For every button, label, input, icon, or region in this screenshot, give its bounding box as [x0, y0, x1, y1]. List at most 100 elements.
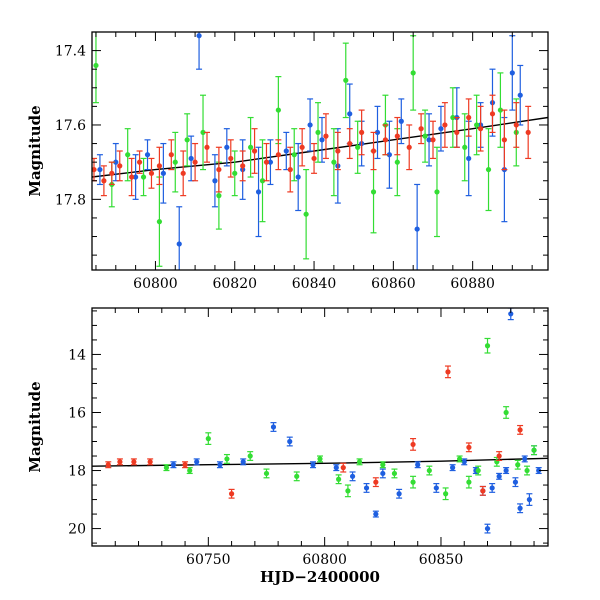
bottom-data-point [105, 462, 111, 468]
top-data-point [129, 174, 135, 180]
top-data-point [125, 152, 131, 158]
bottom-data-point [247, 453, 253, 459]
bottom-data-point [536, 467, 542, 474]
top-data-point [394, 159, 400, 165]
top-data-point [410, 70, 416, 76]
bottom-data-point [450, 465, 456, 471]
top-data-point [374, 129, 381, 136]
top-panel: 60800 60820 60840 60860 60880 17.4 17.6 17.8 Ma… [26, 31, 549, 292]
bottom-data-point [147, 459, 153, 465]
top-data-point [398, 118, 404, 124]
top-data-point [275, 107, 281, 113]
top-data-point [323, 133, 329, 139]
bottom-data-point [503, 467, 509, 474]
bottom-data-point [484, 525, 491, 532]
bottom-data-point [433, 485, 439, 491]
bottom-data-point [287, 438, 293, 445]
top-data-point [251, 148, 258, 154]
bottom-data-point [380, 470, 386, 477]
top-data-point [200, 129, 206, 136]
top-data-point [144, 152, 151, 158]
bottom-x-tick-label: 60850 [419, 552, 464, 568]
top-data-point [255, 189, 262, 195]
top-data-point [462, 144, 468, 150]
bottom-y-tick-label: 18 [68, 464, 86, 480]
top-y-tick-label: 17.6 [55, 118, 86, 134]
bottom-trend-line [92, 457, 548, 467]
top-data-point [497, 107, 504, 113]
top-series-3 [92, 94, 532, 197]
top-data-point [232, 170, 238, 176]
bottom-data-point [517, 505, 523, 511]
bottom-data-point [240, 459, 246, 465]
top-data-point [267, 159, 274, 165]
bottom-data-point [131, 459, 137, 465]
bottom-data-point [489, 485, 495, 491]
top-series-1 [96, 32, 524, 270]
bottom-data-point [373, 511, 379, 517]
top-data-point [148, 170, 155, 176]
top-plot-frame [91, 31, 549, 271]
top-data-point [434, 189, 440, 195]
bottom-data-point [443, 491, 449, 497]
top-data-point [140, 174, 147, 180]
top-data-point [180, 170, 186, 176]
top-data-point [168, 152, 174, 158]
bottom-data-point [356, 459, 363, 465]
top-data-point [517, 92, 523, 98]
top-data-point [184, 137, 190, 143]
bottom-data-point [363, 485, 370, 491]
bottom-data-point [410, 441, 416, 448]
top-data-point [319, 137, 325, 143]
bottom-data-point [349, 473, 356, 479]
top-data-point [485, 166, 492, 173]
top-data-point [172, 159, 178, 165]
top-data-point [259, 178, 266, 184]
top-data-point [192, 159, 198, 165]
bottom-data-point [380, 462, 386, 468]
bottom-data-point [340, 465, 346, 471]
bottom-data-point [217, 462, 223, 468]
top-data-point [489, 111, 496, 117]
bottom-data-point [163, 465, 170, 471]
top-data-point [109, 170, 115, 176]
bottom-data-point [117, 459, 123, 465]
top-ticks: 60800 60820 60840 60860 60880 17.4 17.6 17.8 [55, 31, 548, 292]
bottom-data-point [508, 311, 514, 317]
bottom-series-3 [105, 365, 524, 499]
top-data-point [303, 211, 309, 217]
bottom-data-point [524, 467, 530, 474]
top-data-point [347, 111, 353, 117]
top-data-point [474, 122, 480, 128]
top-data-point [196, 33, 202, 39]
top-data-point [248, 144, 254, 150]
top-x-tick-label: 60860 [371, 276, 416, 292]
bottom-y-tick-label: 16 [68, 405, 86, 421]
bottom-data-layer [92, 308, 548, 534]
top-data-point [224, 144, 230, 150]
top-data-point [93, 62, 99, 69]
bottom-data-point [396, 491, 402, 497]
top-x-tick-label: 60800 [133, 276, 178, 292]
top-x-tick-label: 60840 [292, 276, 337, 292]
top-data-point [212, 178, 218, 184]
top-data-point [501, 137, 507, 143]
bottom-x-tick-label: 60800 [302, 552, 347, 568]
top-data-point [263, 159, 270, 165]
bottom-data-point [317, 456, 323, 462]
bottom-plot-frame [91, 307, 549, 547]
top-data-point [414, 226, 420, 232]
top-data-point [275, 152, 281, 158]
bottom-data-point [310, 462, 316, 468]
top-y-axis-label: Magnitude [26, 105, 44, 196]
bottom-data-point [270, 424, 277, 430]
top-data-point [382, 137, 389, 143]
top-data-point [426, 137, 432, 143]
top-data-point [311, 155, 317, 162]
top-data-point [525, 129, 531, 136]
bottom-data-point [373, 479, 379, 485]
top-data-point [386, 152, 392, 158]
top-data-point [466, 155, 472, 162]
top-data-point [422, 133, 428, 139]
top-data-point [228, 155, 234, 162]
